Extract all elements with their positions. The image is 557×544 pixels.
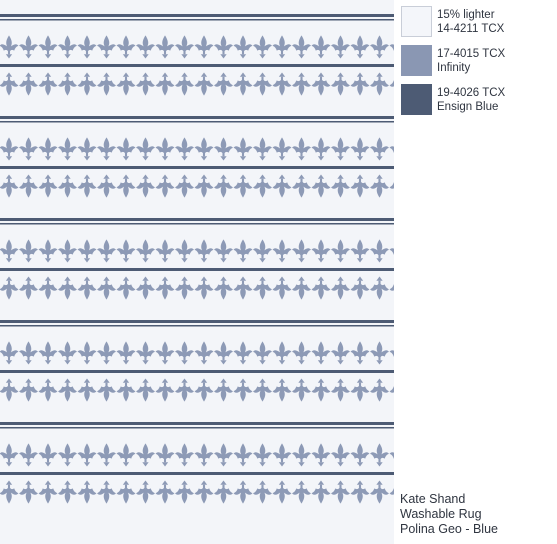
- caption-designer: Kate Shand: [400, 492, 466, 506]
- top-stripe-thin: [0, 19, 394, 21]
- swatch-infinity: [401, 45, 432, 76]
- swatch-ensign-blue-line2: Ensign Blue: [437, 101, 499, 113]
- top-stripe-thick: [0, 116, 394, 119]
- swatch-light-line2: 14-4211 TCX: [437, 23, 505, 35]
- color-legend: 15% lighter 14-4211 TCX 17-4015 TCX Infi…: [401, 6, 551, 123]
- top-stripe-thick: [0, 422, 394, 425]
- center-stripe: [0, 472, 394, 475]
- swatch-row-light: 15% lighter 14-4211 TCX: [401, 6, 551, 37]
- top-stripe-thin: [0, 325, 394, 327]
- product-caption: Kate Shand Washable Rug Polina Geo - Blu…: [400, 492, 498, 537]
- rug-pattern: [0, 0, 394, 544]
- top-stripe-thin: [0, 427, 394, 429]
- top-stripe-thick: [0, 320, 394, 323]
- pattern-svg: [0, 0, 394, 544]
- top-stripe-thick: [0, 14, 394, 17]
- swatch-light-line1: 15% lighter: [437, 9, 495, 21]
- center-stripe: [0, 166, 394, 169]
- swatch-row-ensign-blue: 19-4026 TCX Ensign Blue: [401, 84, 551, 115]
- caption-design-name: Polina Geo - Blue: [400, 522, 498, 536]
- swatch-infinity-line1: 17-4015 TCX: [437, 48, 506, 60]
- top-stripe-thick: [0, 218, 394, 221]
- caption-product-type: Washable Rug: [400, 507, 482, 521]
- swatch-ensign-blue: [401, 84, 432, 115]
- center-stripe: [0, 64, 394, 67]
- swatch-ensign-blue-line1: 19-4026 TCX: [437, 87, 506, 99]
- swatch-ensign-blue-label: 19-4026 TCX Ensign Blue: [437, 84, 505, 114]
- swatch-infinity-label: 17-4015 TCX Infinity: [437, 45, 505, 75]
- top-stripe-thin: [0, 223, 394, 225]
- swatch-light-label: 15% lighter 14-4211 TCX: [437, 6, 504, 36]
- swatch-infinity-line2: Infinity: [437, 62, 471, 74]
- swatch-row-infinity: 17-4015 TCX Infinity: [401, 45, 551, 76]
- top-stripe-thin: [0, 121, 394, 123]
- swatch-light: [401, 6, 432, 37]
- center-stripe: [0, 268, 394, 271]
- center-stripe: [0, 370, 394, 373]
